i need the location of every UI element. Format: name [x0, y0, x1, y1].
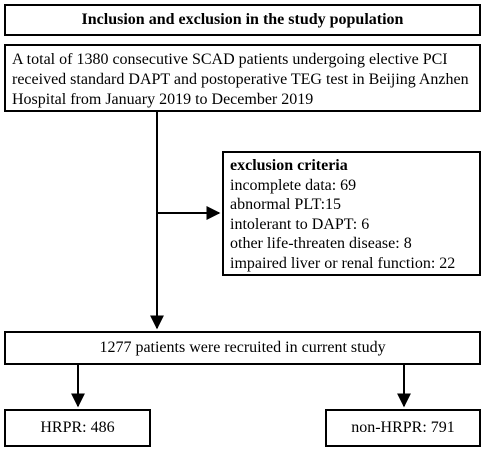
recruited-text: 1277 patients were recruited in current … — [99, 339, 386, 356]
diagram-title: Inclusion and exclusion in the study pop… — [81, 11, 404, 28]
exclusion-item: incomplete data: 69 — [230, 176, 357, 194]
exclusion-heading: exclusion criteria — [230, 157, 348, 174]
exclusion-item: abnormal PLT:15 — [230, 196, 342, 213]
title-box: Inclusion and exclusion in the study pop… — [4, 4, 481, 36]
cohort-box: A total of 1380 consecutive SCAD patient… — [4, 44, 481, 112]
hrpr-box: HRPR: 486 — [4, 409, 151, 447]
recruited-box: 1277 patients were recruited in current … — [4, 331, 481, 365]
cohort-text: A total of 1380 consecutive SCAD patient… — [12, 51, 469, 108]
exclusion-item: intolerant to DAPT: 6 — [230, 215, 370, 233]
exclusion-box: exclusion criteria incomplete data: 69 a… — [222, 151, 481, 276]
hrpr-label: HRPR: 486 — [40, 419, 115, 436]
exclusion-item: other life-threaten disease: 8 — [230, 235, 412, 252]
exclusion-item: impaired liver or renal function: 22 — [230, 254, 456, 272]
non-hrpr-label: non-HRPR: 791 — [351, 419, 455, 436]
non-hrpr-box: non-HRPR: 791 — [325, 409, 481, 447]
